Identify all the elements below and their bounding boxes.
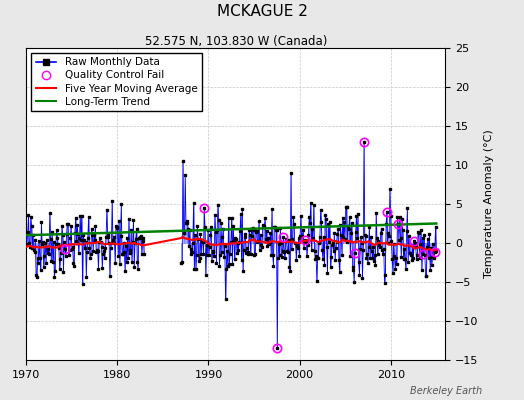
Text: Berkeley Earth: Berkeley Earth <box>410 386 482 396</box>
Text: MCKAGUE 2: MCKAGUE 2 <box>216 4 308 19</box>
Y-axis label: Temperature Anomaly (°C): Temperature Anomaly (°C) <box>484 130 494 278</box>
Legend: Raw Monthly Data, Quality Control Fail, Five Year Moving Average, Long-Term Tren: Raw Monthly Data, Quality Control Fail, … <box>31 53 202 111</box>
Title: 52.575 N, 103.830 W (Canada): 52.575 N, 103.830 W (Canada) <box>145 35 327 48</box>
